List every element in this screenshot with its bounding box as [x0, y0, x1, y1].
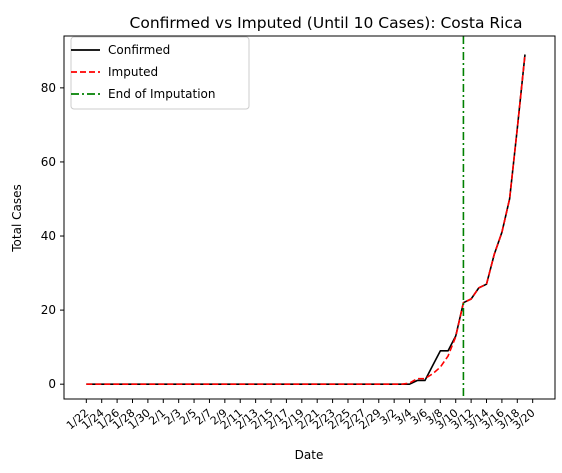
plot-content: [86, 36, 526, 399]
x-axis: 1/221/241/261/281/302/12/32/52/72/92/112…: [64, 399, 538, 432]
legend-confirmed-label: Confirmed: [108, 43, 170, 57]
legend-box: [70, 36, 250, 110]
chart-title: Confirmed vs Imputed (Until 10 Cases): C…: [130, 14, 523, 32]
y-tick-label: 40: [41, 229, 56, 243]
y-tick-label: 0: [48, 377, 56, 391]
legend-end-imputation-label: End of Imputation: [108, 87, 216, 101]
series-line-imputed: [86, 54, 526, 385]
y-tick-label: 20: [41, 303, 56, 317]
legend-imputed-label: Imputed: [108, 65, 158, 79]
y-axis: 0 20 40 60 80: [41, 81, 64, 391]
plot-frame: [63, 35, 556, 400]
y-tick-label: 80: [41, 81, 56, 95]
x-axis-label: Date: [295, 448, 324, 462]
legend: Confirmed Imputed End of Imputation: [70, 36, 250, 110]
y-axis-label: Total Cases: [10, 184, 24, 252]
y-tick-label: 60: [41, 155, 56, 169]
